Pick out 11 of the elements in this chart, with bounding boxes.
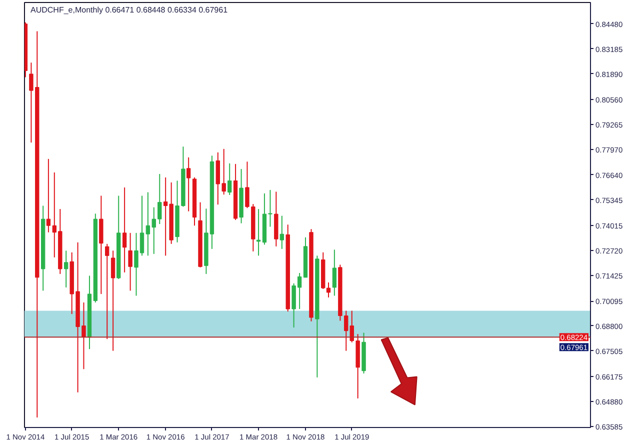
candlestick xyxy=(280,215,284,250)
candlestick xyxy=(128,232,132,292)
candlestick xyxy=(186,156,191,212)
chart-title: AUDCHF_e,Monthly 0.66471 0.68448 0.66334 0.67961 xyxy=(30,6,228,14)
candlestick xyxy=(105,243,110,340)
candlestick xyxy=(332,249,337,296)
candlestick xyxy=(110,250,116,352)
candlestick xyxy=(227,162,232,196)
candlestick xyxy=(256,208,261,256)
candlestick xyxy=(122,186,127,273)
candlestick xyxy=(64,250,68,288)
